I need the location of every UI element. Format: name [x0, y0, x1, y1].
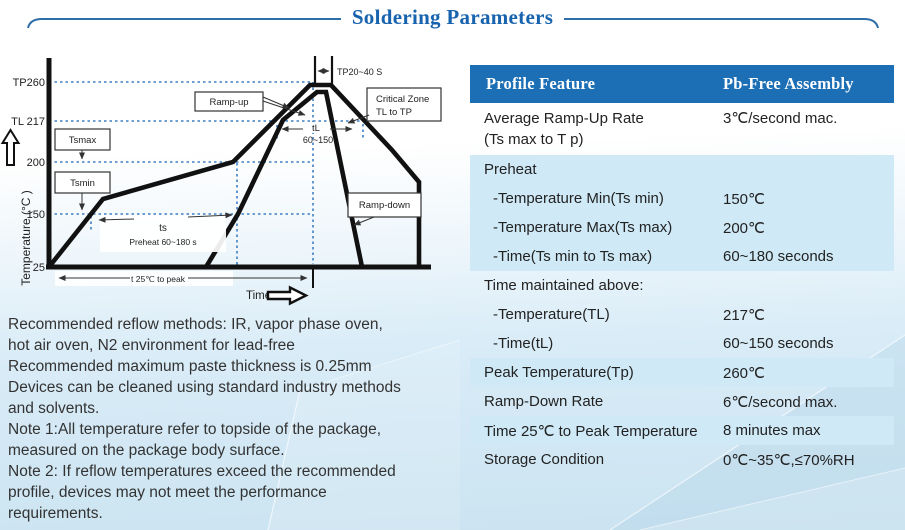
critical-zone-label-1: Critical Zone [376, 94, 429, 105]
table-row: -Time(Ts min to Ts max) 60~180 seconds [470, 242, 894, 271]
value-cell: 3℃/second mac. [723, 110, 838, 127]
table-row: Storage Condition 0℃~35℃,≤70%RH [470, 445, 894, 474]
ramp-down-arrow [353, 216, 375, 226]
y-axis-label: Temperature (°C ) [19, 190, 33, 286]
table-row: Average Ramp-Up Rate (Ts max to T p) 3℃/… [470, 103, 894, 155]
ramp-up-label: Ramp-up [209, 97, 248, 108]
table-row: Time maintained above: [470, 271, 894, 300]
ramp-up-arrow-1 [262, 96, 290, 109]
profile-upper-line [47, 82, 422, 269]
feature-cell: Average Ramp-Up Rate (Ts max to T p) [484, 110, 644, 148]
feature-cell: Time maintained above: [484, 277, 644, 294]
tick-tl217: TL 217 [11, 116, 45, 128]
page-title: Soldering Parameters [351, 5, 554, 29]
value-cell: 0℃~35℃,≤70%RH [723, 451, 855, 469]
value-cell: 60~180 seconds [723, 248, 834, 265]
t25-label-bg [55, 271, 233, 286]
title-rule-left [27, 18, 341, 29]
ramp-down-box [347, 192, 422, 218]
header-pb-free-assembly: Pb-Free Assembly [723, 74, 854, 93]
profile-lower-line [204, 89, 365, 269]
feature-cell: -Temperature Min(Ts min) [493, 190, 664, 207]
feature-cell: Peak Temperature(Tp) [484, 364, 634, 381]
table-row: Peak Temperature(Tp) 260℃ [470, 358, 894, 387]
feature-cell: -Time(tL) [493, 335, 554, 352]
table-row: -Temperature Max(Ts max) 200℃ [470, 213, 894, 242]
feature-cell: Time 25℃ to Peak Temperature [484, 422, 698, 440]
value-cell: 8 minutes max [723, 422, 821, 439]
feature-cell: Preheat [484, 161, 537, 178]
ts-label: ts [159, 223, 167, 234]
soldering-parameters-table: Profile Feature Pb-Free Assembly Average… [470, 65, 894, 474]
table-row: Ramp-Down Rate 6℃/second max. [470, 387, 894, 416]
value-cell: 200℃ [723, 219, 765, 237]
critical-zone-box [366, 87, 442, 122]
critical-zone-arrow [347, 114, 370, 124]
tl-label-bg [306, 122, 326, 133]
feature-cell: Ramp-Down Rate [484, 393, 604, 410]
x-axis-label: Time [246, 290, 271, 302]
notes-text: Recommended reflow methods: IR, vapor ph… [8, 316, 401, 522]
feature-cell: -Time(Ts min to Ts max) [493, 248, 653, 265]
table-row: -Temperature Min(Ts min) 150℃ [470, 184, 894, 213]
ts-label-bg [100, 215, 226, 252]
value-cell: 6℃/second max. [723, 393, 838, 411]
table-row: -Temperature(TL) 217℃ [470, 300, 894, 329]
tick-25: 25 [33, 262, 45, 274]
table-row: Preheat [470, 155, 894, 184]
ts-time-label: Preheat 60~180 s [129, 237, 196, 247]
header-profile-feature: Profile Feature [486, 74, 596, 93]
value-cell: 217℃ [723, 306, 765, 324]
y-axis-ticks: TP260 TL 217 200 150 25 [11, 77, 45, 274]
value-cell: 60~150 seconds [723, 335, 834, 352]
table-header-row: Profile Feature Pb-Free Assembly [470, 65, 894, 103]
tl-label: tL [312, 123, 320, 134]
feature-cell: -Temperature Max(Ts max) [493, 219, 673, 236]
feature-cell: -Temperature(TL) [493, 306, 610, 323]
feature-cell: Storage Condition [484, 451, 605, 468]
table-row: Time 25℃ to Peak Temperature 8 minutes m… [470, 416, 894, 445]
critical-zone-label-2: TL to TP [376, 107, 412, 118]
title-band: Soldering Parameters [0, 0, 905, 36]
ts-arrow-left [98, 216, 135, 223]
ts-arrow-right [187, 212, 233, 219]
reflow-profile-diagram: TP20~40 S TP260 TL 217 200 150 25 Temper… [0, 56, 442, 306]
ramp-down-label: Ramp-down [359, 200, 410, 211]
up-arrow-icon [0, 128, 21, 166]
tick-150: 150 [27, 209, 45, 221]
title-rule-right [564, 18, 879, 29]
tick-200: 200 [27, 157, 45, 169]
tl-time-label: 60~150 [303, 135, 333, 145]
right-arrow-icon [266, 285, 309, 306]
value-cell: 150℃ [723, 190, 765, 208]
table-row: -Time(tL) 60~150 seconds [470, 329, 894, 358]
tp-time-label: TP20~40 S [337, 67, 382, 77]
tsmin-label: Tsmin [70, 178, 95, 189]
t25-peak-label: t 25℃ to peak [131, 274, 186, 284]
tsmax-label: Tsmax [69, 135, 97, 146]
ramp-up-arrow-2 [262, 100, 306, 116]
value-cell: 260℃ [723, 364, 765, 382]
tick-tp260: TP260 [13, 77, 45, 89]
